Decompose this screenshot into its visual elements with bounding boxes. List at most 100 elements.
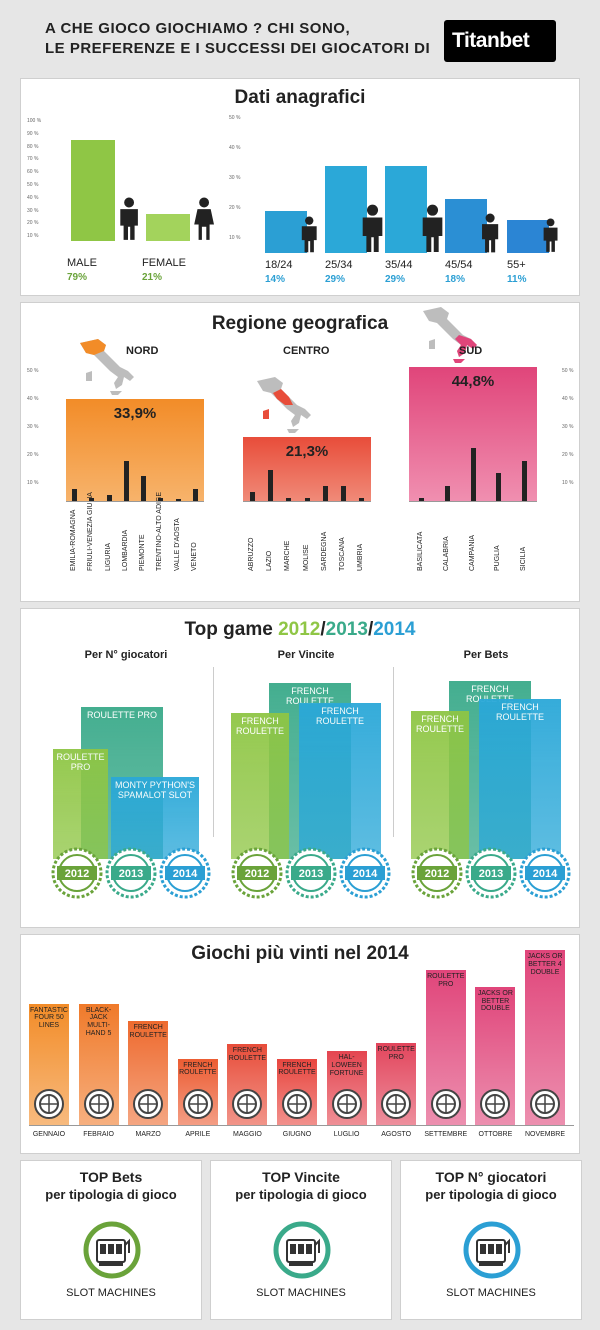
slot-machine-icon (463, 1221, 521, 1279)
subregion-bar (72, 488, 78, 501)
section-title-anagrafici: Dati anagrafici (234, 87, 366, 108)
year-medal-icon: 2014 (159, 847, 211, 899)
region-y-tick-right: 20 % (562, 452, 574, 458)
gender-y-tick: 80 % (27, 143, 39, 150)
bottom-title: TOP N° giocatori (435, 1169, 547, 1185)
panel-dati-anagrafici: Dati anagrafici 100 % 90 % 80 % 70 % 60 % 50 … (20, 78, 580, 296)
month-baseline (29, 1125, 574, 1126)
month-label: NOVEMBRE (524, 1131, 566, 1138)
male-figure-icon (359, 204, 386, 253)
gender-y-tick: 50 % (27, 182, 39, 188)
svg-text:2012: 2012 (245, 868, 269, 880)
month-label: SETTEMBRE (424, 1131, 468, 1138)
male-figure-icon (479, 213, 501, 253)
svg-text:2012: 2012 (65, 868, 89, 880)
region-baseline (243, 501, 371, 502)
region-y-tick-right: 50 % (562, 368, 574, 374)
top-game-bar: FRENCH ROULETTE (299, 703, 381, 859)
age-y-tick: 50 % (229, 115, 241, 121)
subregion-label: LAZIO (265, 550, 273, 571)
subregion-bar (444, 485, 450, 501)
subregion-label: MOLISE (302, 544, 310, 571)
region-y-tick-right: 40 % (562, 396, 574, 402)
subregion-label: SARDEGNA (320, 531, 328, 571)
subregion-bar (249, 491, 255, 501)
subregion-bar (141, 476, 147, 501)
month-label: FEBRAIO (83, 1131, 114, 1138)
column-divider (213, 667, 214, 837)
game-icon (34, 1089, 64, 1119)
age-y-tick: 10 % (229, 235, 241, 241)
subregion-label: VALLE D'AOSTA (173, 518, 181, 571)
gender-y-tick: 40 % (27, 194, 39, 201)
section-title-giochi: Giochi più vinti nel 2014 (191, 943, 409, 964)
month-label: LUGLIO (333, 1131, 360, 1138)
age-label: 55+ (507, 259, 526, 271)
gender-y-tick: 10 % (27, 233, 39, 240)
female-figure-icon (192, 197, 216, 241)
subregion-bar (341, 485, 347, 501)
game-icon (182, 1089, 213, 1119)
subregion-bar (158, 497, 164, 501)
italy-map-icon (253, 375, 315, 435)
region-name: SUD (459, 345, 483, 357)
age-label: 45/54 (445, 259, 473, 271)
male-figure-icon (117, 197, 141, 241)
section-title-regione: Regione geografica (211, 313, 389, 334)
bottom-title: TOP Vincite (262, 1169, 340, 1185)
gender-label: FEMALE (142, 257, 187, 269)
gender-label: MALE (67, 257, 97, 269)
italy-map-icon (419, 305, 481, 365)
header-title-line1: A CHE GIOCO GIOCHIAMO ? CHI SONO, (45, 20, 351, 37)
region-y-tick-left: 50 % (27, 368, 39, 374)
age-bar (507, 220, 549, 253)
gender-percent: 79% (67, 272, 88, 283)
age-bar (265, 211, 307, 253)
svg-text:2014: 2014 (533, 868, 558, 880)
gender-y-tick: 30 % (27, 207, 39, 214)
age-label: 18/24 (265, 259, 293, 271)
subregion-label: LOMBARDIA (121, 529, 129, 571)
age-bar (445, 199, 487, 253)
panel-top-game: Top game 2012/2013/2014 Per N° giocatori… (20, 608, 580, 928)
gender-y-tick: 100 % (27, 118, 42, 124)
age-percent: 29% (325, 274, 346, 285)
age-bar (385, 166, 427, 253)
game-icon (282, 1089, 312, 1119)
male-figure-icon (419, 204, 446, 253)
subregion-label: LIGURIA (104, 542, 112, 571)
region-percent: 44,8% (451, 372, 495, 390)
slot-machine-icon (273, 1221, 331, 1279)
top-game-bar: FRENCH ROULETTE (479, 699, 561, 859)
year-medal-icon: 2012 (411, 847, 463, 899)
subregion-bar (192, 488, 198, 501)
month-label: OTTOBRE (478, 1131, 513, 1138)
top-game-title: Top game 2012/2013/2014 (21, 619, 579, 641)
subregion-bar (106, 494, 112, 501)
region-percent: 33,9% (113, 405, 157, 423)
male-figure-icon (541, 218, 560, 253)
age-percent: 14% (265, 274, 286, 285)
age-label: 25/34 (325, 259, 353, 271)
bottom-subtitle: per tipologia di gioco (425, 1187, 557, 1202)
year-medal-icon: 2014 (519, 847, 571, 899)
subregion-bar (267, 470, 273, 501)
svg-text:2014: 2014 (353, 868, 378, 880)
month-label: GENNAIO (32, 1131, 66, 1138)
age-percent: 11% (507, 274, 527, 285)
region-y-tick-left: 30 % (27, 424, 39, 430)
subregion-label: BASILICATA (417, 531, 425, 571)
game-icon (480, 1089, 511, 1119)
game-icon (381, 1089, 412, 1119)
gender-y-tick: 60 % (27, 169, 39, 176)
panel-giochi-vinti: Giochi più vinti nel 2014 FANTASTIC FOUR… (20, 934, 580, 1154)
titanbet-logo: Titanbet (444, 20, 556, 62)
age-y-tick: 40 % (229, 145, 241, 151)
region-chart: 50 % 50 % 40 % 40 % 30 % 30 % 20 % 20 % 10 % 10 %… (21, 303, 581, 603)
bottom-subtitle: per tipologia di gioco (45, 1187, 177, 1202)
game-icon (430, 1089, 461, 1119)
month-label: MARZO (135, 1131, 161, 1138)
subregion-label: TRENTINO-ALTO ADIGE (156, 491, 164, 571)
panel-regione: Regione geografica 50 % 50 % 40 % 40 % 30 % 3… (20, 302, 580, 602)
month-label: GIUGNO (282, 1131, 312, 1138)
